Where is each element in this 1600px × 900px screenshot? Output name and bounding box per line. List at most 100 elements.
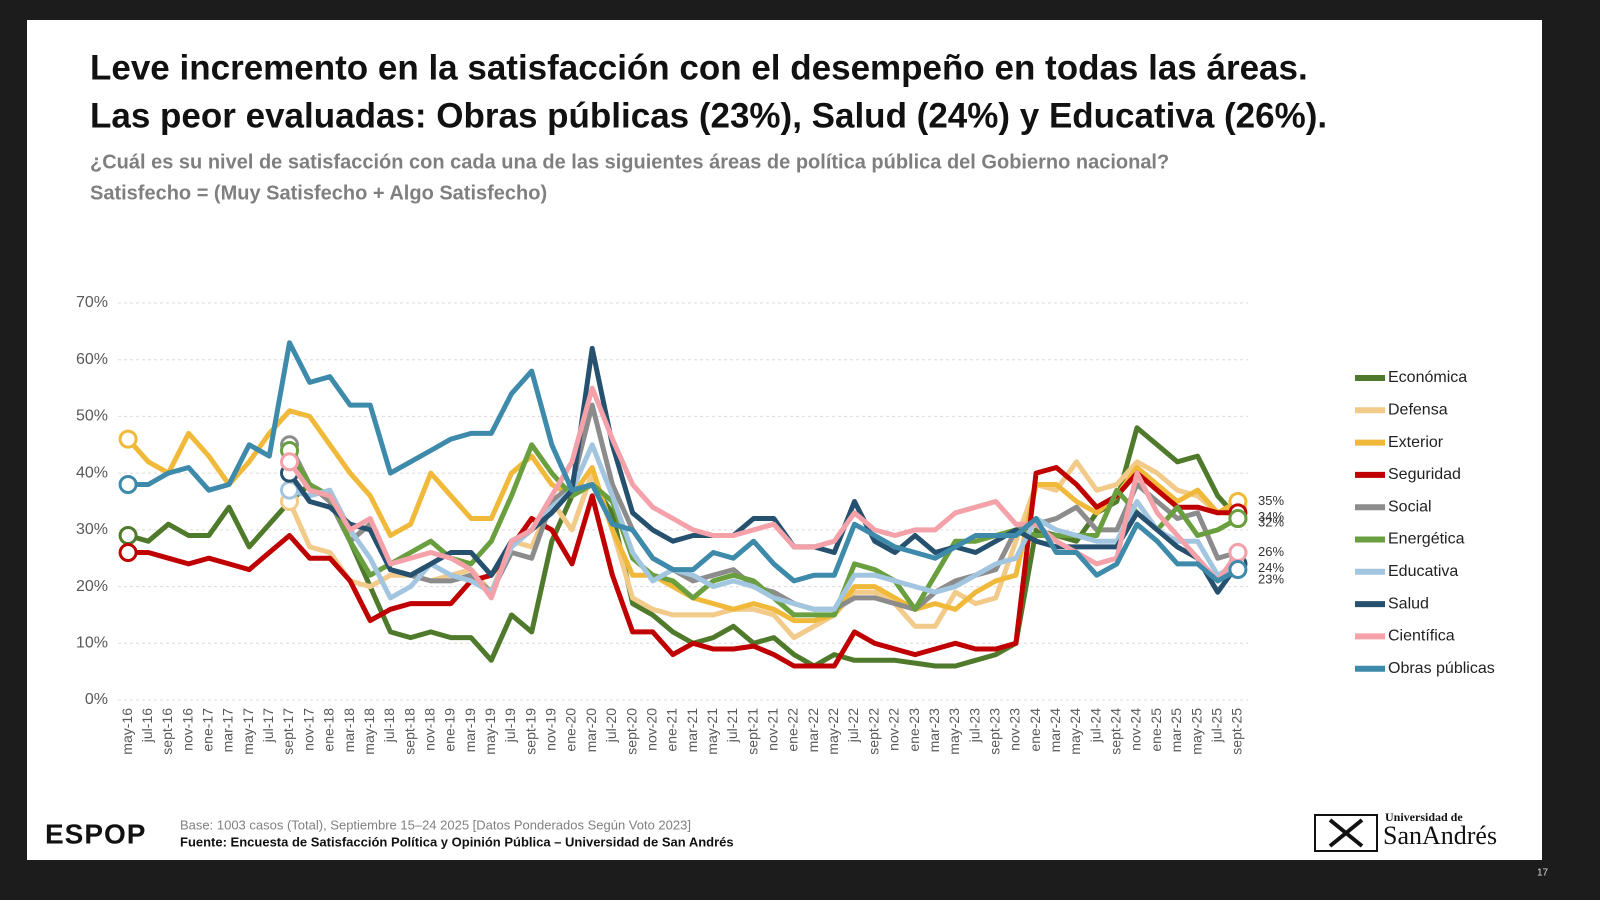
x-tick-label: mar-20 (583, 708, 599, 753)
x-tick-label: may-22 (825, 708, 841, 755)
legend-label: Obras públicas (1388, 660, 1495, 677)
x-tick-label: sept-18 (401, 708, 417, 755)
subtitle-line: Satisfecho = (Muy Satisfecho + Algo Sati… (90, 182, 547, 204)
series-marker (118, 543, 138, 563)
series-marker (1228, 543, 1248, 563)
x-tick-label: may-25 (1188, 708, 1204, 755)
x-tick-label: nov-24 (1128, 708, 1144, 751)
x-tick-label: mar-21 (684, 708, 700, 753)
x-tick-label: jul-18 (381, 708, 397, 743)
university-top: Universidad de (1385, 810, 1463, 824)
x-tick-label: sept-24 (1108, 708, 1124, 755)
x-tick-label: may-23 (946, 708, 962, 755)
legend-label: Energética (1388, 531, 1465, 548)
university-crest (1314, 814, 1378, 852)
x-tick-label: sept-23 (986, 708, 1002, 755)
x-tick-label: mar-17 (220, 708, 236, 753)
series-marker (118, 429, 138, 449)
x-tick-label: sept-16 (159, 708, 175, 755)
x-tick-label: jul-23 (966, 708, 982, 743)
x-tick-label: jul-24 (1087, 708, 1103, 743)
x-tick-label: ene-19 (442, 708, 458, 752)
x-tick-label: ene-17 (200, 708, 216, 752)
page-number: 17 (1537, 868, 1549, 879)
x-tick-label: may-17 (240, 708, 256, 755)
x-tick-label: mar-19 (462, 708, 478, 753)
y-tick-label: 20% (76, 578, 108, 595)
series-line (125, 340, 1241, 584)
x-tick-label: nov-22 (886, 708, 902, 751)
y-tick-label: 0% (85, 691, 108, 708)
x-tick-label: jul-22 (845, 708, 861, 743)
x-tick-label: jul-19 (502, 708, 518, 743)
x-tick-label: mar-18 (341, 708, 357, 753)
legend-label: Salud (1388, 595, 1429, 612)
base-note: Base: 1003 casos (Total), Septiembre 15–… (180, 817, 691, 832)
x-tick-label: may-21 (704, 708, 720, 755)
x-tick-label: nov-21 (765, 708, 781, 751)
series-line (287, 442, 1241, 612)
end-label: 26% (1258, 544, 1284, 559)
series-line (125, 465, 1241, 669)
y-tick-label: 70% (76, 294, 108, 311)
x-tick-label: jul-17 (260, 708, 276, 743)
espop-logo: ESPOP (45, 818, 146, 849)
x-tick-label: jul-25 (1208, 708, 1224, 743)
end-label: 32% (1258, 515, 1284, 530)
x-tick-label: nov-16 (179, 708, 195, 751)
x-tick-label: ene-20 (563, 708, 579, 752)
y-tick-label: 10% (76, 635, 108, 652)
end-label: 35% (1258, 493, 1284, 508)
x-tick-label: mar-25 (1168, 708, 1184, 753)
legend-label: Seguridad (1388, 466, 1461, 483)
x-tick-label: jul-21 (724, 708, 740, 743)
x-tick-label: ene-22 (785, 708, 801, 752)
y-tick-label: 60% (76, 351, 108, 368)
legend-label: Científica (1388, 628, 1455, 645)
x-tick-label: may-19 (482, 708, 498, 755)
x-tick-label: sept-25 (1229, 708, 1245, 755)
x-tick-label: nov-19 (543, 708, 559, 751)
series-line (287, 345, 1241, 595)
x-tick-label: nov-23 (1007, 708, 1023, 751)
university-name: SanAndrés (1383, 821, 1497, 850)
title-line: Las peor evaluadas: Obras públicas (23%)… (90, 96, 1327, 135)
crest-cross (1328, 818, 1364, 848)
x-tick-label: jul-20 (603, 708, 619, 743)
y-tick-label: 50% (76, 408, 108, 425)
x-tick-label: ene-24 (1027, 708, 1043, 752)
legend-label: Social (1388, 498, 1432, 515)
x-tick-label: jul-16 (139, 708, 155, 743)
x-tick-label: ene-21 (664, 708, 680, 752)
x-tick-label: sept-20 (623, 708, 639, 755)
x-tick-label: may-16 (119, 708, 135, 755)
x-tick-label: mar-22 (805, 708, 821, 753)
end-label: 23% (1258, 571, 1284, 586)
legend-label: Exterior (1388, 434, 1444, 451)
y-tick-label: 40% (76, 464, 108, 481)
source-note: Fuente: Encuesta de Satisfacción Polític… (180, 834, 734, 849)
series-marker (1228, 560, 1248, 580)
series-marker (280, 452, 300, 472)
end-label: 24% (1258, 560, 1284, 575)
series-marker (1228, 509, 1248, 529)
x-tick-label: sept-17 (280, 708, 296, 755)
legend-label: Defensa (1388, 402, 1448, 419)
x-tick-label: may-24 (1067, 708, 1083, 755)
x-tick-label: nov-20 (643, 708, 659, 751)
series-marker (118, 474, 138, 494)
x-tick-label: mar-23 (926, 708, 942, 753)
series-marker (118, 526, 138, 546)
x-tick-label: ene-23 (906, 708, 922, 752)
x-tick-label: sept-22 (865, 708, 881, 755)
subtitle-line: ¿Cuál es su nivel de satisfacción con ca… (90, 151, 1169, 173)
x-tick-label: sept-19 (522, 708, 538, 755)
slide-body (27, 20, 1542, 860)
x-tick-label: ene-18 (321, 708, 337, 752)
x-tick-label: may-18 (361, 708, 377, 755)
x-tick-label: mar-24 (1047, 708, 1063, 753)
x-tick-label: sept-21 (744, 708, 760, 755)
legend-label: Económica (1388, 369, 1467, 386)
x-tick-label: nov-17 (300, 708, 316, 751)
x-tick-label: ene-25 (1148, 708, 1164, 752)
